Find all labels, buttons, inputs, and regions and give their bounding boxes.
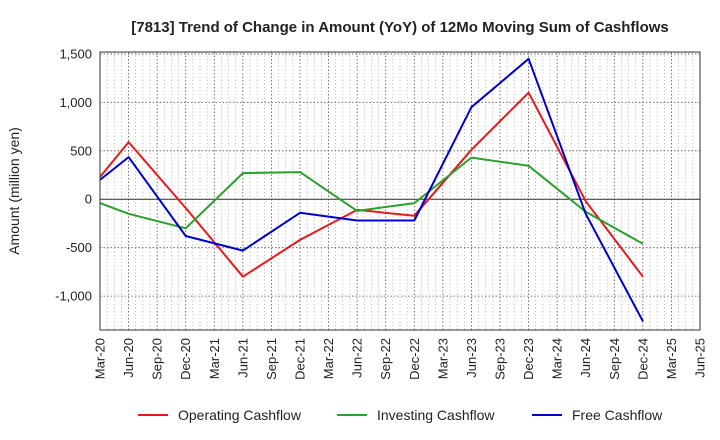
x-tick-label: Jun-24 [578,338,593,378]
x-tick-label: Sep-22 [378,338,393,380]
x-tick-label: Mar-23 [435,338,450,379]
series-line-operating-cashflow [99,91,644,278]
x-tick-label: Dec-24 [635,338,650,380]
x-tick-label: Jun-25 [693,338,708,378]
y-tick-label: -1,000 [55,289,92,304]
legend-label: Operating Cashflow [178,407,302,423]
x-tick-label: Sep-23 [493,338,508,380]
x-tick-label: Mar-25 [664,338,679,379]
x-tick-label: Mar-21 [207,338,222,379]
legend-label: Free Cashflow [572,407,663,423]
y-tick-labels: 1,500 1,000 500 0 -500 -1,000 [55,46,92,303]
x-tick-label: Jun-22 [350,338,365,378]
x-tick-label: Dec-23 [521,338,536,380]
y-tick-label: 500 [70,143,92,158]
x-tick-label: Sep-20 [150,338,165,380]
y-tick-label: 1,500 [59,46,92,61]
x-tick-label: Jun-23 [464,338,479,378]
x-tick-label: Sep-21 [264,338,279,380]
plot-frame [99,51,701,331]
x-tick-label: Mar-22 [321,338,336,379]
y-tick-label: 1,000 [59,95,92,110]
y-axis-label: Amount (million yen) [6,127,22,255]
legend: Operating Cashflow Investing Cashflow Free… [138,407,663,423]
y-tick-label: 0 [85,192,92,207]
series-line-free-cashflow [99,57,644,322]
x-tick-label: Dec-22 [407,338,422,380]
x-tick-label: Mar-20 [93,338,108,379]
legend-label: Investing Cashflow [377,407,495,423]
y-tick-label: -500 [66,240,92,255]
x-tick-label: Jun-20 [121,338,136,378]
x-tick-label: Jun-21 [235,338,250,378]
x-tick-label: Dec-21 [293,338,308,380]
series-lines [99,57,644,322]
chart-title: [7813] Trend of Change in Amount (YoY) o… [131,19,669,36]
series-line-investing-cashflow [99,156,644,245]
x-tick-labels: Mar-20 Jun-20 Sep-20 Dec-20 Mar-21 Jun-21 Sep-… [93,338,708,380]
grid [99,52,701,330]
x-tick-label: Dec-20 [178,338,193,380]
x-tick-label: Sep-24 [607,338,622,380]
x-tick-label: Mar-24 [550,338,565,379]
